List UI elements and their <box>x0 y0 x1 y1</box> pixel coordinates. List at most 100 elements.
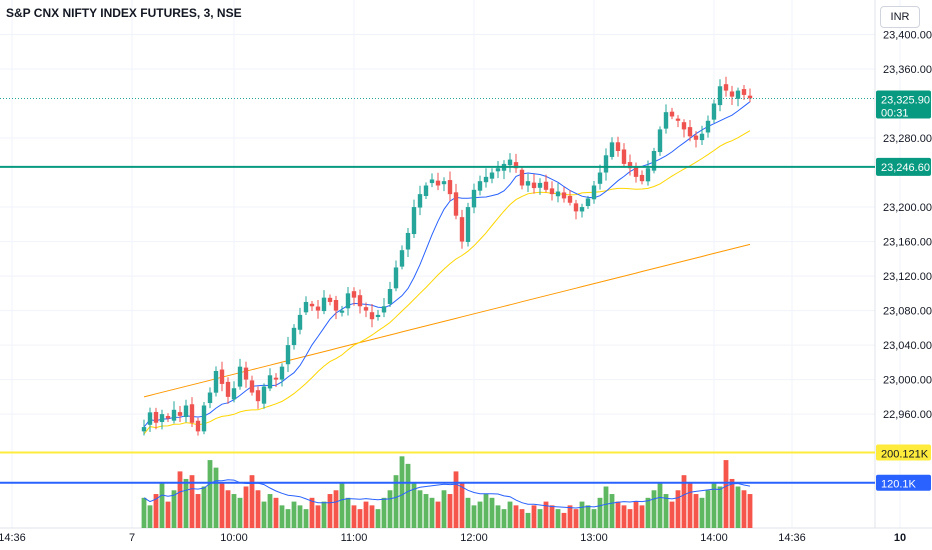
candle <box>411 199 417 238</box>
volume-bar <box>453 471 459 528</box>
volume-bar <box>705 490 711 528</box>
volume-bar <box>741 490 747 528</box>
candle-body <box>267 375 273 389</box>
candle <box>165 413 171 423</box>
candle <box>735 87 741 107</box>
candle <box>351 287 357 306</box>
candle <box>381 298 387 318</box>
candle <box>225 377 231 404</box>
candle <box>639 170 645 185</box>
candle <box>291 324 297 350</box>
candle-body <box>651 150 657 171</box>
candle <box>405 228 411 257</box>
candle <box>273 373 279 387</box>
candle <box>489 168 495 184</box>
candle-body <box>441 181 447 185</box>
candle-body <box>549 188 555 195</box>
candle-body <box>477 181 483 191</box>
volume-bar <box>603 486 609 528</box>
candle <box>687 119 693 142</box>
volume-bar <box>681 475 687 528</box>
volume-bar <box>147 505 153 528</box>
candle-body <box>573 203 579 212</box>
x-tick-label: 10:00 <box>220 532 248 544</box>
candle-body <box>525 181 531 186</box>
currency-button[interactable]: INR <box>880 6 920 28</box>
candle <box>447 171 453 201</box>
volume-bar <box>699 497 705 528</box>
candle-body <box>507 159 513 166</box>
volume-bar <box>255 490 261 528</box>
candle <box>525 173 531 193</box>
volume-bar <box>369 505 375 528</box>
candle-body <box>243 367 249 380</box>
ma-mid-line <box>143 130 751 435</box>
volume-bar <box>273 497 279 528</box>
volume-bar <box>315 505 321 528</box>
candle <box>603 148 609 181</box>
volume-bar <box>375 509 381 528</box>
volume-bar <box>189 475 195 528</box>
candle-body <box>489 172 495 179</box>
candle-body <box>351 291 357 298</box>
candle <box>657 126 663 156</box>
candle-body <box>219 369 225 384</box>
candle-body <box>591 185 597 200</box>
volume-bar <box>183 478 189 528</box>
candle <box>519 166 525 190</box>
candle-body <box>339 310 345 313</box>
volume-bar <box>309 497 315 528</box>
volume-bar <box>417 490 423 528</box>
volume-bar <box>543 501 549 528</box>
candle <box>495 160 501 179</box>
candle <box>333 295 339 320</box>
volume-bar <box>627 509 633 528</box>
candle-body <box>741 89 747 95</box>
volume-blue-tag: 120.1K <box>876 474 931 491</box>
candle-body <box>357 295 363 307</box>
volume-bar <box>531 505 537 528</box>
candle-body <box>585 198 591 207</box>
candle <box>471 183 477 214</box>
volume-bar <box>201 486 207 528</box>
candle-body <box>411 207 417 235</box>
candle <box>717 79 723 112</box>
candle-body <box>225 381 231 397</box>
volume-bar <box>477 501 483 528</box>
volume-bar <box>219 482 225 528</box>
candle <box>699 125 705 145</box>
volume-bar <box>327 494 333 528</box>
candle-body <box>297 314 303 330</box>
volume-bar <box>231 494 237 528</box>
candle-body <box>381 306 387 313</box>
candle-body <box>273 377 279 380</box>
candle <box>651 147 657 174</box>
volume-bar <box>549 505 555 528</box>
x-tick-label: 14:36 <box>0 532 26 544</box>
candle <box>459 209 465 249</box>
volume-bar <box>513 505 519 528</box>
volume-bar <box>489 497 495 528</box>
candle <box>141 419 147 436</box>
candle <box>675 115 681 128</box>
candle <box>363 302 369 318</box>
candle-body <box>627 162 633 169</box>
candle <box>423 182 429 199</box>
volume-bar <box>387 490 393 528</box>
candle-body <box>675 118 681 121</box>
volume-bar <box>675 490 681 528</box>
candle <box>597 164 603 190</box>
candle <box>249 375 255 396</box>
last-price-tag-text: 00:31 <box>881 107 909 119</box>
volume-bar <box>153 494 159 528</box>
volume-bar <box>597 497 603 528</box>
candle-body <box>729 91 735 97</box>
x-tick-label: 14:00 <box>700 532 728 544</box>
candle-body <box>153 411 159 423</box>
x-tick-label: 7 <box>129 532 135 544</box>
last-price-tag-text: 23,325.90 <box>881 94 930 106</box>
candle <box>375 309 381 321</box>
volume-bar <box>519 509 525 528</box>
